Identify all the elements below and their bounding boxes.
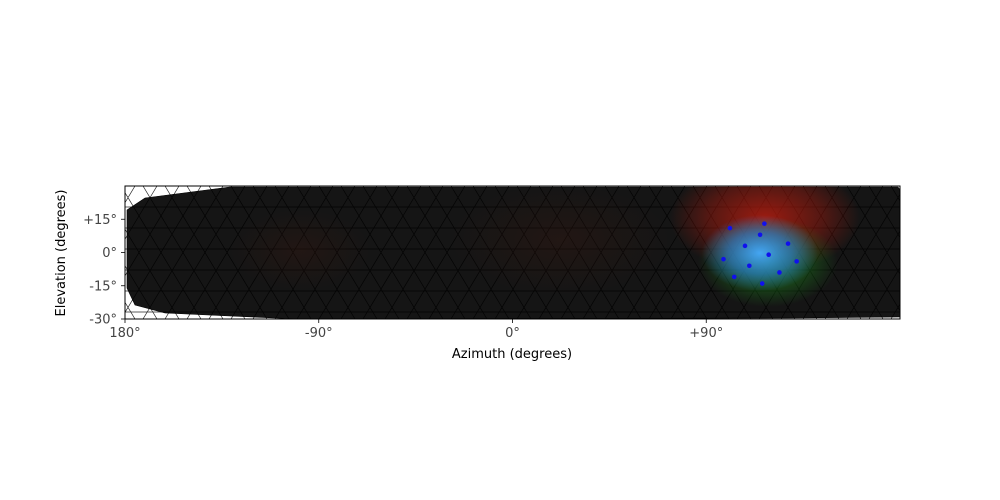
data-point — [721, 256, 726, 262]
faint-glow-left — [230, 210, 370, 290]
y-axis-ticks: +15° 0° -15° -30° — [83, 213, 125, 328]
y-axis-label: Elevation (degrees) — [54, 190, 69, 317]
x-axis-label: Azimuth (degrees) — [452, 347, 572, 362]
x-tick-label: 180° — [109, 326, 140, 341]
y-tick-label: 0° — [102, 246, 117, 261]
x-axis-ticks: 180° -90° 0° +90° — [109, 319, 723, 341]
data-points — [721, 221, 799, 286]
blue-glow — [702, 215, 818, 291]
plot-area — [125, 186, 900, 319]
data-point — [762, 221, 767, 226]
data-point — [759, 281, 765, 286]
faint-glow-center — [450, 186, 670, 295]
data-point — [766, 252, 771, 258]
intensity-glow — [230, 186, 860, 307]
data-point — [747, 263, 752, 269]
x-tick-label: -90° — [305, 326, 333, 341]
data-point — [794, 259, 799, 264]
data-point — [727, 225, 733, 231]
x-tick-label: +90° — [689, 326, 723, 341]
y-tick-label: +15° — [83, 213, 117, 228]
y-tick-label: -15° — [89, 279, 117, 294]
data-point — [785, 241, 791, 246]
y-tick-label: -30° — [89, 313, 117, 328]
data-point — [731, 274, 737, 280]
data-point — [777, 270, 782, 275]
data-point — [742, 243, 748, 249]
x-tick-label: 0° — [505, 326, 520, 341]
data-point — [757, 232, 763, 238]
